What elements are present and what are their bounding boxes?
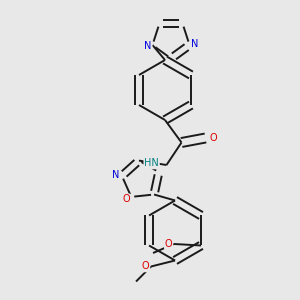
Text: N: N	[112, 170, 120, 180]
Text: N: N	[144, 41, 152, 51]
Text: O: O	[142, 262, 149, 272]
Text: N: N	[191, 39, 199, 49]
Text: HN: HN	[144, 158, 159, 169]
Text: O: O	[165, 239, 172, 249]
Text: O: O	[209, 133, 217, 143]
Text: O: O	[122, 194, 130, 204]
